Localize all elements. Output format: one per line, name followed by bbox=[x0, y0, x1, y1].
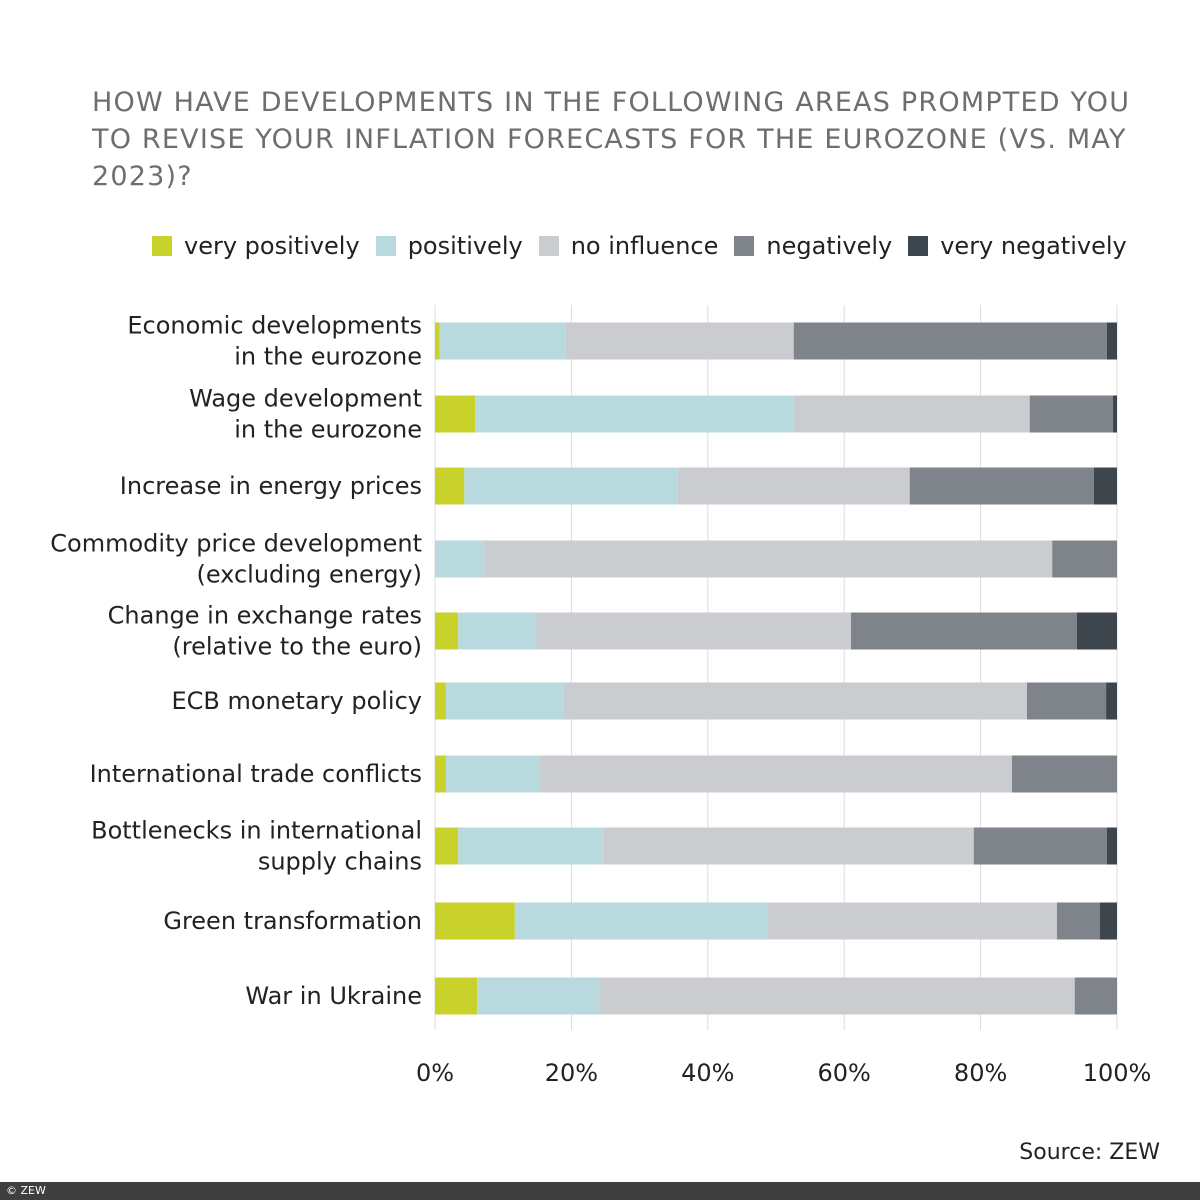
x-tick-label: 0% bbox=[416, 1059, 454, 1087]
bar-segment bbox=[435, 395, 476, 433]
bar-segment bbox=[1093, 467, 1117, 505]
legend-label: no influence bbox=[570, 232, 719, 260]
bar-segment bbox=[1076, 612, 1117, 650]
bar-segment bbox=[602, 827, 974, 865]
category-label: Change in exchange rates bbox=[108, 602, 422, 630]
category-label: Wage development bbox=[189, 385, 422, 413]
category-label: Bottlenecks in international bbox=[91, 817, 422, 845]
bar-segment bbox=[435, 977, 478, 1015]
x-tick-label: 100% bbox=[1083, 1059, 1152, 1087]
category-label: Increase in energy prices bbox=[120, 472, 422, 500]
bar-segment bbox=[435, 827, 459, 865]
x-tick-label: 60% bbox=[818, 1059, 871, 1087]
legend-swatch bbox=[538, 236, 559, 256]
bar-segment bbox=[445, 755, 541, 793]
bar-segment bbox=[793, 322, 1107, 360]
legend-item: very negatively bbox=[908, 232, 1127, 260]
category-label: in the eurozone bbox=[234, 416, 422, 444]
category-label: War in Ukraine bbox=[245, 982, 422, 1010]
bar-segment bbox=[1026, 682, 1107, 720]
bar-segment bbox=[435, 755, 446, 793]
bar-segment bbox=[598, 977, 1075, 1015]
bar-segment bbox=[435, 467, 465, 505]
bar-segment bbox=[1112, 395, 1117, 433]
bar-segment bbox=[793, 395, 1030, 433]
category-label: Economic developments bbox=[127, 312, 422, 340]
category-label: in the eurozone bbox=[234, 343, 422, 371]
bar-segment bbox=[514, 902, 768, 940]
category-label: (excluding energy) bbox=[196, 561, 422, 589]
bar-segment bbox=[435, 682, 446, 720]
bar-segment bbox=[435, 612, 459, 650]
bar-segment bbox=[1029, 395, 1113, 433]
legend-item: very positively bbox=[152, 232, 360, 260]
bar-segment bbox=[973, 827, 1107, 865]
bar-segment bbox=[1052, 540, 1117, 578]
legend-swatch bbox=[734, 236, 755, 256]
bar-segment bbox=[1106, 827, 1117, 865]
legend: very positively positively no influence neg… bbox=[152, 232, 1143, 260]
bar-segment bbox=[475, 395, 794, 433]
legend-label: very negatively bbox=[940, 232, 1127, 260]
bar-segment bbox=[477, 977, 599, 1015]
source-note: Source: ZEW bbox=[1019, 1140, 1160, 1165]
category-label: (relative to the euro) bbox=[172, 633, 422, 661]
category-label: ECB monetary policy bbox=[171, 687, 422, 715]
bar-segment bbox=[1106, 682, 1117, 720]
bar-segment bbox=[1056, 902, 1100, 940]
legend-swatch bbox=[375, 236, 396, 256]
legend-item: no influence bbox=[538, 232, 719, 260]
legend-label: negatively bbox=[766, 232, 893, 260]
chart-title: HOW HAVE DEVELOPMENTS IN THE FOLLOWING A… bbox=[92, 87, 1131, 192]
bar-segment bbox=[435, 540, 485, 578]
bar-segment bbox=[565, 322, 794, 360]
x-tick-label: 80% bbox=[954, 1059, 1007, 1087]
bar-segment bbox=[677, 467, 910, 505]
bar-segment bbox=[1099, 902, 1117, 940]
bar-segment bbox=[851, 612, 1077, 650]
bar-segment bbox=[458, 827, 603, 865]
legend-item: negatively bbox=[734, 232, 892, 260]
legend-swatch bbox=[152, 236, 172, 256]
bar-segment bbox=[464, 467, 678, 505]
legend-swatch bbox=[908, 236, 929, 256]
bar-segment bbox=[435, 902, 515, 940]
bar-segment bbox=[1106, 322, 1117, 360]
bar-segment bbox=[439, 322, 566, 360]
bar-segment bbox=[563, 682, 1027, 720]
bar-segment bbox=[540, 755, 1012, 793]
bar-segment bbox=[458, 612, 536, 650]
bar-segment bbox=[535, 612, 852, 650]
copyright-footer: © ZEW bbox=[0, 1182, 1200, 1200]
category-label: supply chains bbox=[258, 848, 422, 876]
legend-label: positively bbox=[407, 232, 523, 260]
bar-segment bbox=[445, 682, 564, 720]
x-tick-label: 20% bbox=[545, 1059, 598, 1087]
category-label: Green transformation bbox=[163, 907, 422, 935]
bar-segment bbox=[435, 322, 440, 360]
category-label: Commodity price development bbox=[50, 530, 422, 558]
category-label: International trade conflicts bbox=[90, 760, 422, 788]
bar-segment bbox=[909, 467, 1094, 505]
x-tick-label: 40% bbox=[681, 1059, 734, 1087]
legend-label: very positively bbox=[184, 232, 360, 260]
bar-segment bbox=[484, 540, 1053, 578]
bar-segment bbox=[767, 902, 1057, 940]
bar-segment bbox=[1011, 755, 1117, 793]
legend-item: positively bbox=[375, 232, 523, 260]
bar-segment bbox=[1074, 977, 1117, 1015]
